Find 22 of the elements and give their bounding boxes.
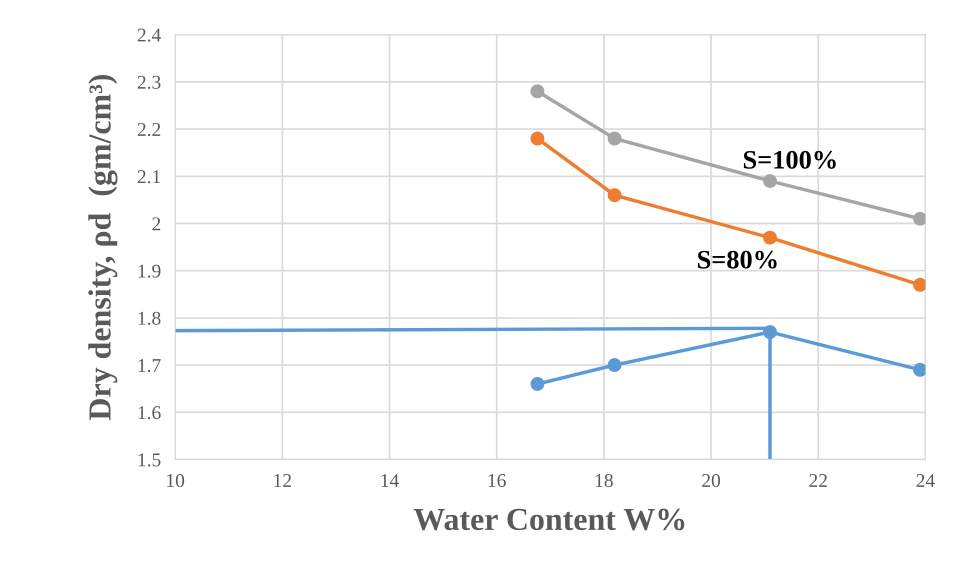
- y-tick-label: 2.1: [138, 170, 160, 184]
- x-tick-label: 16: [488, 474, 506, 488]
- x-axis-title: Water Content W%: [414, 508, 684, 530]
- annotation: S=100%: [744, 150, 836, 169]
- x-tick-label: 18: [596, 474, 613, 488]
- y-tick-label: 1.6: [138, 406, 161, 420]
- y-tick-label: 1.5: [138, 453, 160, 467]
- y-tick-label: 1.9: [138, 264, 160, 278]
- x-tick-label: 24: [916, 474, 935, 487]
- y-tick-label: 1.7: [138, 359, 161, 372]
- x-tick-label: 10: [167, 474, 184, 488]
- y-tick-label: 2.4: [138, 28, 161, 42]
- x-tick-label: 20: [702, 474, 720, 488]
- x-tick-label: 14: [381, 474, 399, 487]
- y-tick-label: 2.3: [138, 76, 160, 89]
- x-tick-label: 12: [274, 474, 291, 487]
- y-tick-label: 2: [152, 217, 160, 230]
- y-tick-label: 2.2: [138, 122, 160, 136]
- y-axis-title: Dry density, ρd (gm/cm³): [88, 75, 118, 420]
- x-tick-label: 22: [809, 474, 827, 487]
- y-tick-label: 1.8: [138, 312, 160, 325]
- annotation: S=80%: [698, 250, 777, 269]
